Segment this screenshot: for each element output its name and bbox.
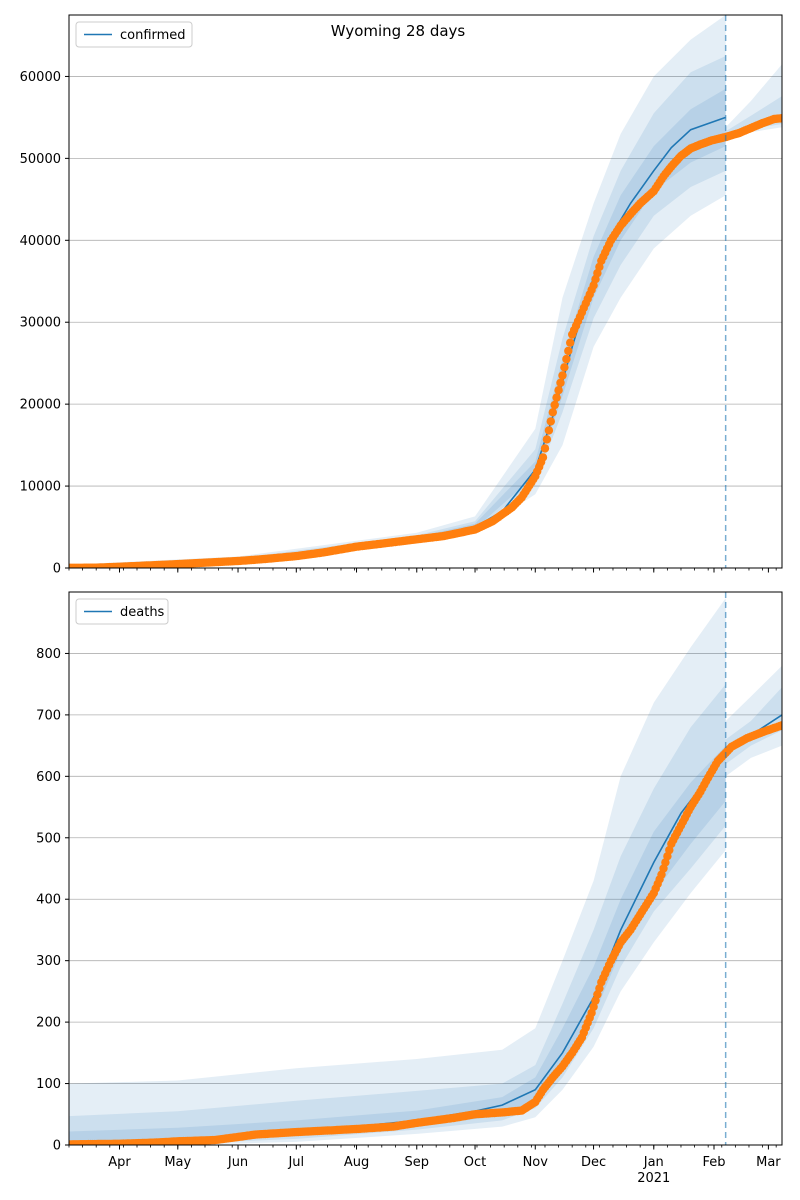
observed-point bbox=[556, 378, 565, 387]
y-tick-label: 600 bbox=[36, 770, 61, 785]
legend-box bbox=[75, 21, 193, 48]
confidence-band-middle bbox=[69, 684, 726, 1145]
observed-point bbox=[540, 444, 550, 453]
confidence-band-middle bbox=[69, 56, 726, 568]
plot-area bbox=[69, 15, 782, 568]
confidence-band-forecast bbox=[725, 665, 782, 777]
confidence-band-forecast-inner bbox=[725, 96, 782, 138]
y-tick-label: 30000 bbox=[20, 316, 61, 331]
y-tick-label: 500 bbox=[36, 831, 61, 846]
observed-point bbox=[558, 371, 567, 380]
legend-label: deaths bbox=[120, 605, 165, 620]
observed-point bbox=[777, 114, 782, 123]
y-tick-label: 0 bbox=[53, 1139, 61, 1154]
y-tick-label: 10000 bbox=[20, 480, 61, 495]
x-tick-label: Oct bbox=[464, 1155, 486, 1170]
y-tick-label: 40000 bbox=[20, 234, 61, 249]
observed-point bbox=[554, 386, 563, 395]
x-tick-label: Sep bbox=[404, 1155, 429, 1170]
confidence-band-outer bbox=[69, 598, 726, 1145]
observed-point bbox=[562, 354, 571, 364]
legend-box bbox=[75, 598, 169, 625]
x-tick-label: Feb bbox=[702, 1155, 725, 1170]
x-tick-label: Jul bbox=[287, 1155, 304, 1170]
deaths-panel: 0 100 200 300 400 500 600 700 800 Apr May Jun Jul Aug… bbox=[36, 591, 783, 1186]
x-tick-label: Jun bbox=[227, 1155, 248, 1170]
legend-label: confirmed bbox=[120, 28, 186, 43]
observed-point bbox=[564, 346, 573, 356]
y-tick-label: 60000 bbox=[20, 70, 61, 85]
observed-point bbox=[546, 417, 555, 426]
confirmed-panel: 0 10000 20000 30000 40000 50000 60000 confirmed bbox=[20, 14, 783, 577]
x-tick-label: Jan bbox=[643, 1155, 664, 1170]
observed-point bbox=[548, 408, 557, 417]
confidence-band-inner bbox=[69, 745, 726, 1145]
y-tick-label: 700 bbox=[36, 708, 61, 723]
x-tick-label: Mar bbox=[756, 1155, 781, 1170]
x-tick-label: May bbox=[164, 1155, 191, 1170]
x-tick-label: Dec bbox=[581, 1155, 606, 1170]
y-tick-label: 800 bbox=[36, 647, 61, 662]
y-tick-label: 100 bbox=[36, 1077, 61, 1092]
axes-frame bbox=[68, 14, 783, 569]
y-tick-label: 0 bbox=[53, 562, 61, 577]
legend: deaths bbox=[75, 598, 169, 625]
observed-point bbox=[538, 453, 548, 462]
observed-point bbox=[552, 393, 561, 402]
y-tick-label: 300 bbox=[36, 954, 61, 969]
observed-point bbox=[544, 426, 554, 435]
axes-frame bbox=[68, 591, 783, 1146]
legend: confirmed bbox=[75, 21, 193, 48]
x-tick-label: Nov bbox=[523, 1155, 549, 1170]
figure-title: Wyoming 28 days bbox=[331, 22, 466, 40]
x-tick-label: Aug bbox=[344, 1155, 369, 1170]
observed-point bbox=[777, 721, 782, 730]
y-tick-label: 200 bbox=[36, 1016, 61, 1031]
x-tick-sublabel: 2021 bbox=[637, 1171, 670, 1186]
x-tick-label: Apr bbox=[108, 1155, 131, 1170]
confidence-band-outer bbox=[69, 15, 726, 568]
y-tick-label: 400 bbox=[36, 893, 61, 908]
observed-point bbox=[542, 435, 552, 444]
observed-point bbox=[550, 400, 559, 410]
y-tick-label: 20000 bbox=[20, 398, 61, 413]
observed-point bbox=[566, 338, 575, 347]
y-tick-label: 50000 bbox=[20, 152, 61, 167]
plot-area bbox=[69, 598, 782, 1145]
observed-point bbox=[560, 363, 569, 372]
